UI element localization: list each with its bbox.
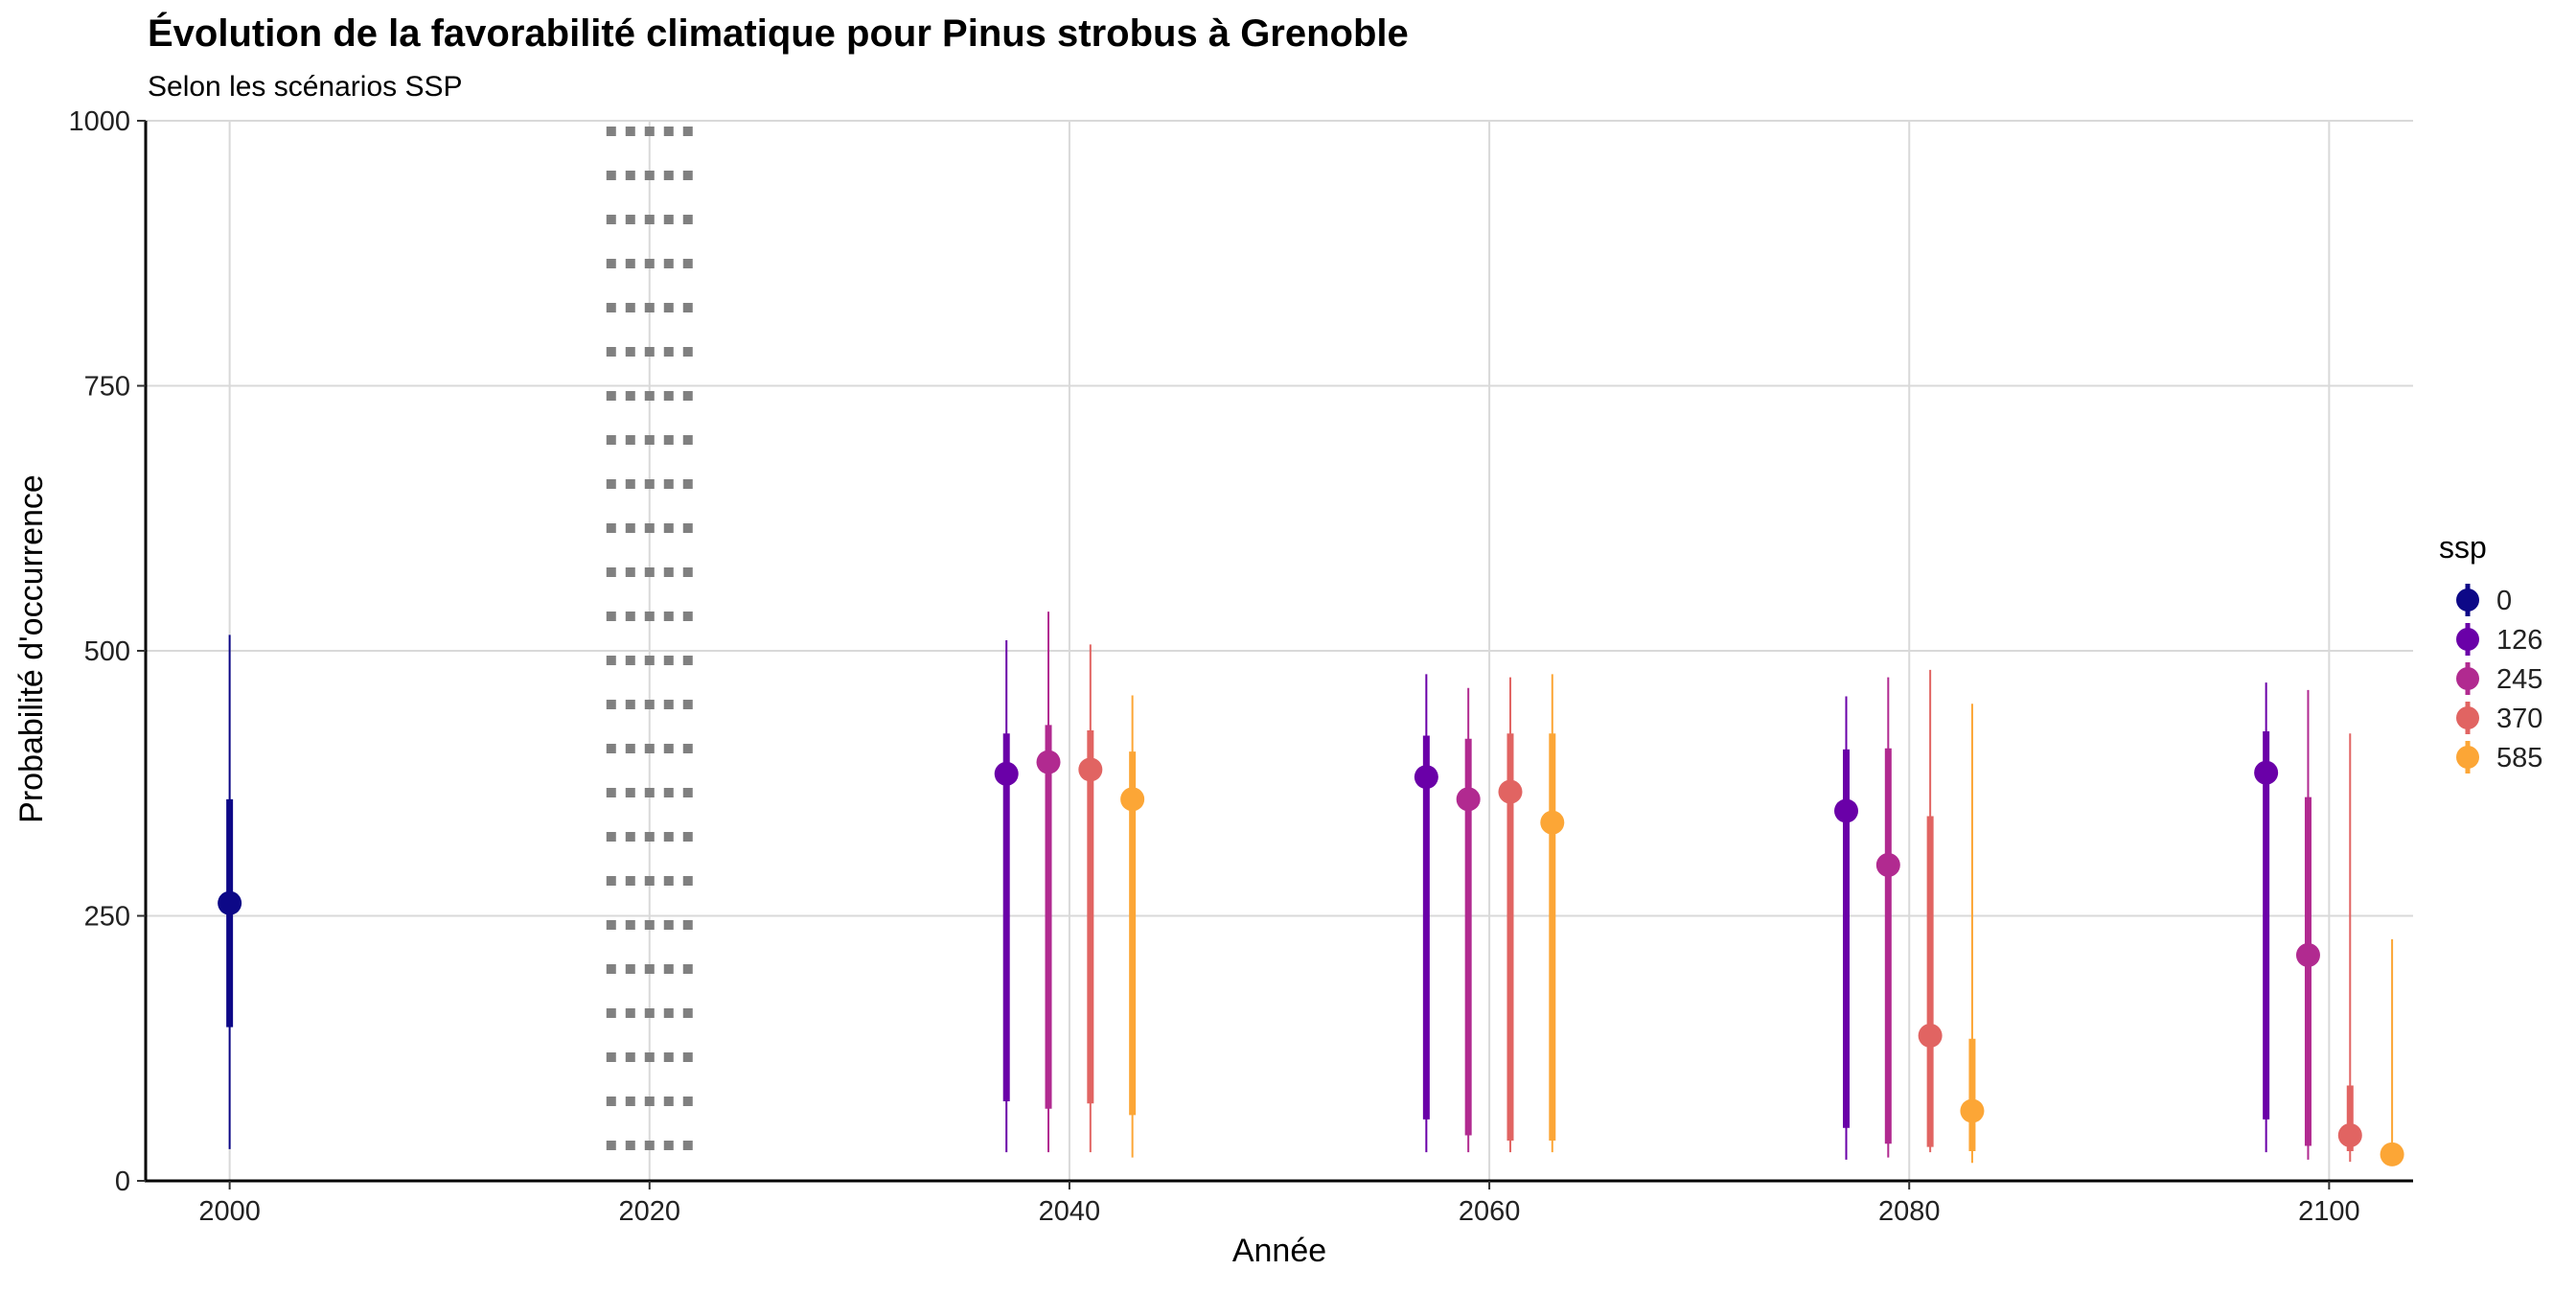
x-tick-label: 2020 xyxy=(619,1196,681,1227)
legend-label: 126 xyxy=(2496,625,2542,656)
data-point xyxy=(1414,765,1438,790)
legend-title: ssp xyxy=(2439,530,2487,565)
data-point xyxy=(2380,1142,2404,1166)
data-point xyxy=(1960,1098,1985,1123)
data-point xyxy=(1036,750,1061,774)
x-tick-label: 2000 xyxy=(198,1196,261,1227)
chart-title: Évolution de la favorabilité climatique … xyxy=(148,12,1409,55)
data-point xyxy=(994,761,1019,786)
y-tick-label: 250 xyxy=(84,902,130,933)
y-tick-label: 750 xyxy=(84,372,130,403)
legend-label: 245 xyxy=(2496,664,2542,695)
x-axis-title: Année xyxy=(1232,1233,1326,1269)
data-point xyxy=(2254,760,2279,785)
legend-label: 585 xyxy=(2496,743,2542,773)
data-point xyxy=(1540,810,1565,835)
data-point xyxy=(1120,787,1145,812)
legend-key-dot xyxy=(2456,746,2479,769)
data-point xyxy=(1875,852,1900,877)
y-tick-label: 500 xyxy=(84,636,130,667)
legend: ssp 0 126 245 370 585 xyxy=(2439,530,2542,773)
y-tick-label: 0 xyxy=(115,1166,130,1197)
data-point xyxy=(1918,1023,1943,1048)
data-point xyxy=(1078,757,1103,782)
y-axis-title: Probabilité d'occurrence xyxy=(13,474,50,823)
legend-key-dot xyxy=(2456,667,2479,690)
x-tick-label: 2080 xyxy=(1878,1196,1941,1227)
y-tick-label: 1000 xyxy=(68,106,130,137)
data-point xyxy=(2295,942,2320,967)
x-tick-label: 2060 xyxy=(1459,1196,1521,1227)
grid-layer xyxy=(146,120,2413,1182)
data-point xyxy=(1456,787,1481,812)
legend-label: 0 xyxy=(2496,586,2512,616)
legend-key-dot xyxy=(2456,628,2479,651)
data-point xyxy=(1834,798,1858,823)
chart-subtitle: Selon les scénarios SSP xyxy=(148,71,463,103)
x-tick-label: 2040 xyxy=(1039,1196,1101,1227)
axis-layer: 0 250 500 750 1000 2000 2020 2040 2060 2080 2100 xyxy=(68,106,2413,1227)
marks-layer xyxy=(218,612,2404,1166)
data-point xyxy=(218,890,242,915)
data-point xyxy=(1498,779,1523,804)
data-point xyxy=(2337,1122,2362,1147)
x-tick-label: 2100 xyxy=(2298,1196,2360,1227)
legend-key-dot xyxy=(2456,706,2479,729)
legend-label: 370 xyxy=(2496,704,2542,734)
legend-key-dot xyxy=(2456,589,2479,612)
